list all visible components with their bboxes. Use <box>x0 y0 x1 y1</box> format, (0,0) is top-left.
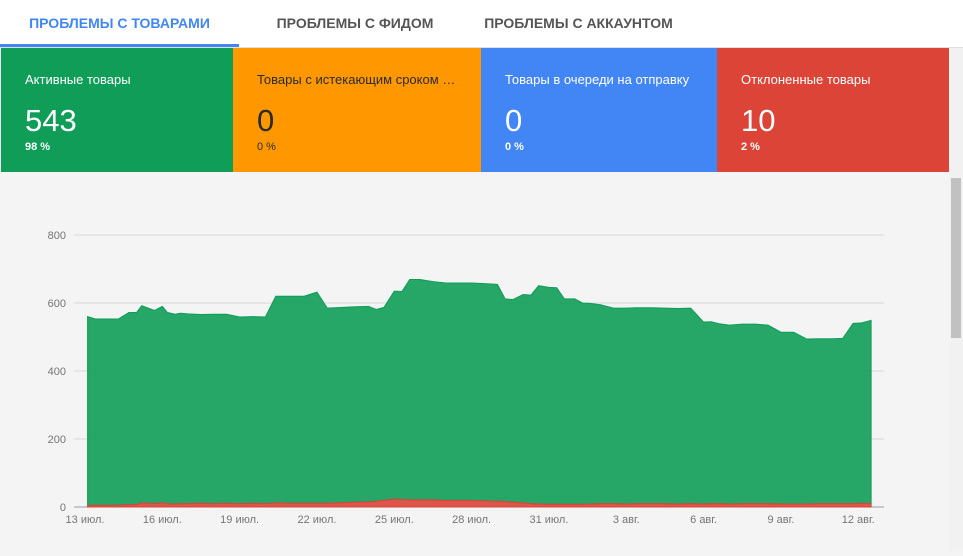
x-tick-label: 9 авг. <box>767 514 794 526</box>
x-tick-label: 19 июл. <box>220 514 259 526</box>
x-tick-label: 25 июл. <box>375 514 414 526</box>
y-tick-label: 200 <box>48 434 66 446</box>
card-percent: 98 % <box>25 141 51 153</box>
card-expiring-products[interactable]: Товары с истекающим сроком … 0 0 % <box>233 48 481 172</box>
x-tick-label: 6 авг. <box>690 514 717 526</box>
x-tick-label: 16 июл. <box>143 514 182 526</box>
y-tick-label: 400 <box>48 366 66 378</box>
scrollbar-thumb[interactable] <box>951 178 961 338</box>
card-percent: 0 % <box>257 141 276 153</box>
card-active-products[interactable]: Активные товары 543 98 % <box>1 48 233 172</box>
card-value: 0 <box>505 103 523 138</box>
y-tick-label: 0 <box>60 502 66 514</box>
card-value: 543 <box>25 103 77 138</box>
y-tick-label: 800 <box>48 230 66 242</box>
x-tick-label: 3 авг. <box>613 514 640 526</box>
tab-bar: ПРОБЛЕМЫ С ТОВАРАМИ ПРОБЛЕМЫ С ФИДОМ ПРО… <box>0 0 963 48</box>
card-title: Товары в очереди на отправку <box>505 72 690 87</box>
vertical-scrollbar[interactable] <box>949 48 963 551</box>
series-area <box>87 498 872 508</box>
card-disapproved-products[interactable]: Отклоненные товары 10 2 % <box>717 48 949 172</box>
x-tick-label: 31 июл. <box>529 514 568 526</box>
series-area <box>87 279 872 506</box>
area-chart: 0 200 400 600 800 13 июл. 16 июл. 19 июл. 22 июл… <box>48 230 884 526</box>
x-tick-label: 22 июл. <box>298 514 337 526</box>
card-percent: 2 % <box>741 141 760 153</box>
card-pending-products[interactable]: Товары в очереди на отправку 0 0 % <box>481 48 717 172</box>
summary-cards: Активные товары 543 98 % Товары с истека… <box>1 48 949 172</box>
x-tick-label: 28 июл. <box>452 514 491 526</box>
card-title: Отклоненные товары <box>741 72 871 87</box>
card-title: Активные товары <box>25 72 131 87</box>
tab-product-issues[interactable]: ПРОБЛЕМЫ С ТОВАРАМИ <box>0 0 239 47</box>
x-tick-label: 12 авг. <box>842 514 875 526</box>
card-value: 10 <box>741 103 776 138</box>
card-value: 0 <box>257 103 275 138</box>
x-tick-label: 13 июл. <box>66 514 105 526</box>
tab-feed-issues[interactable]: ПРОБЛЕМЫ С ФИДОМ <box>276 15 434 31</box>
tab-account-issues[interactable]: ПРОБЛЕМЫ С АККАУНТОМ <box>484 15 673 31</box>
products-chart: 0 200 400 600 800 13 июл. 16 июл. 19 июл. 22 июл… <box>0 172 949 551</box>
card-title: Товары с истекающим сроком … <box>257 72 456 87</box>
y-tick-label: 600 <box>48 298 66 310</box>
card-percent: 0 % <box>505 141 524 153</box>
